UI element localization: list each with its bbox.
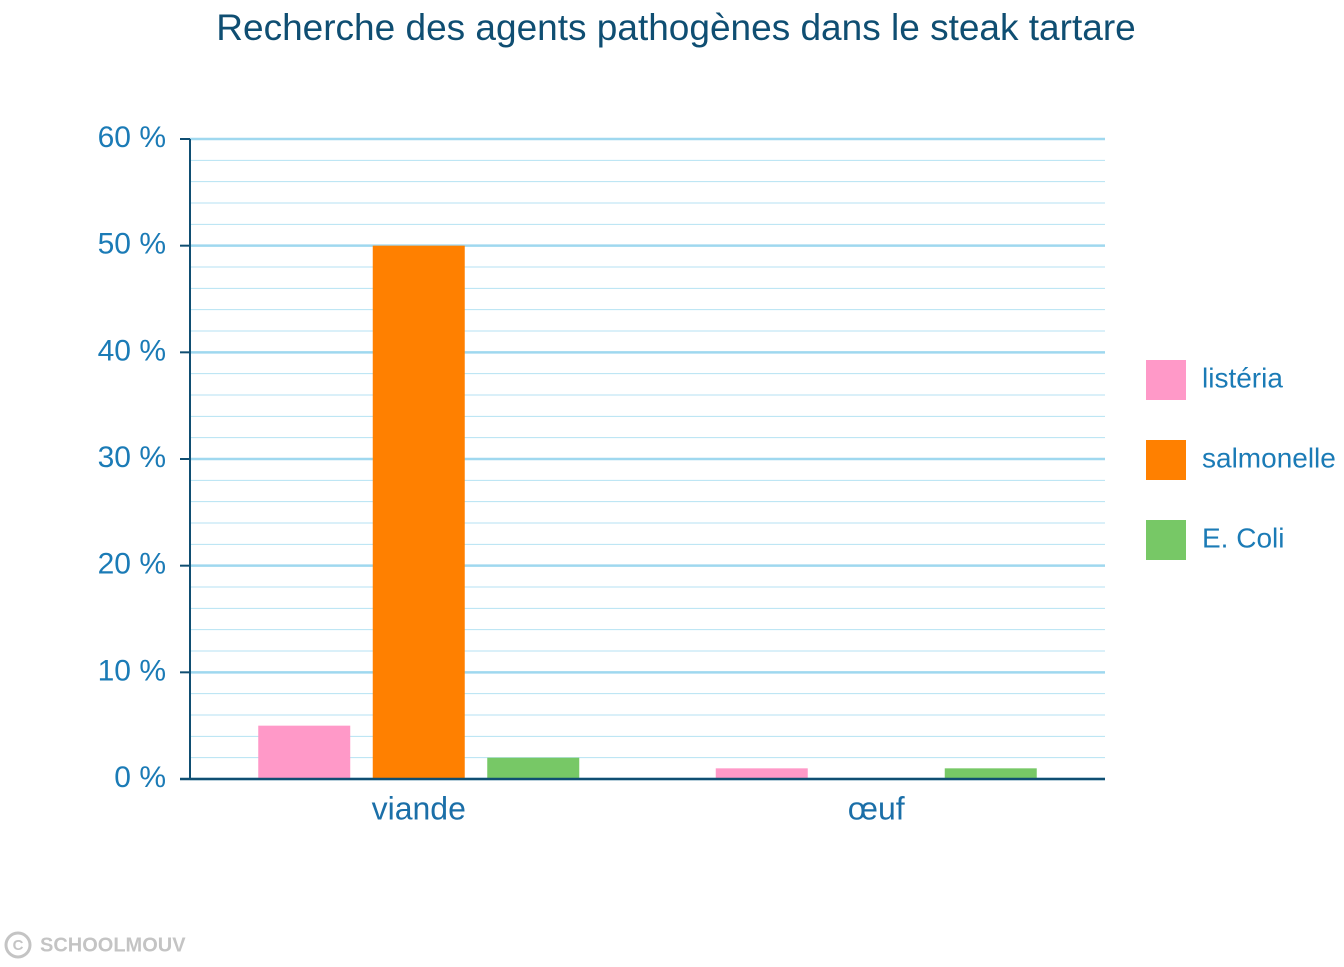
y-tick-label: 40 % <box>98 334 166 367</box>
y-tick-label: 50 % <box>98 228 166 261</box>
copyright-c: C <box>13 937 24 954</box>
y-tick-label: 0 % <box>114 761 166 794</box>
bar <box>372 245 465 779</box>
bar <box>487 757 580 779</box>
legend-swatch <box>1146 440 1186 480</box>
y-tick-label: 30 % <box>98 441 166 474</box>
chart-title: Recherche des agents pathogènes dans le … <box>216 7 1135 48</box>
legend-swatch <box>1146 520 1186 560</box>
bar <box>715 768 808 779</box>
legend-label: E. Coli <box>1202 522 1284 553</box>
y-tick-label: 20 % <box>98 548 166 581</box>
watermark: SCHOOLMOUV <box>40 934 186 956</box>
x-tick-label: viande <box>372 790 466 826</box>
x-tick-label: œuf <box>848 790 905 826</box>
legend-label: listéria <box>1202 362 1283 393</box>
bar <box>258 725 351 779</box>
bar <box>944 768 1037 779</box>
legend-label: salmonelle <box>1202 442 1336 473</box>
copyright-icon <box>4 931 32 959</box>
y-tick-label: 10 % <box>98 654 166 687</box>
y-tick-label: 60 % <box>98 121 166 154</box>
legend-swatch <box>1146 360 1186 400</box>
